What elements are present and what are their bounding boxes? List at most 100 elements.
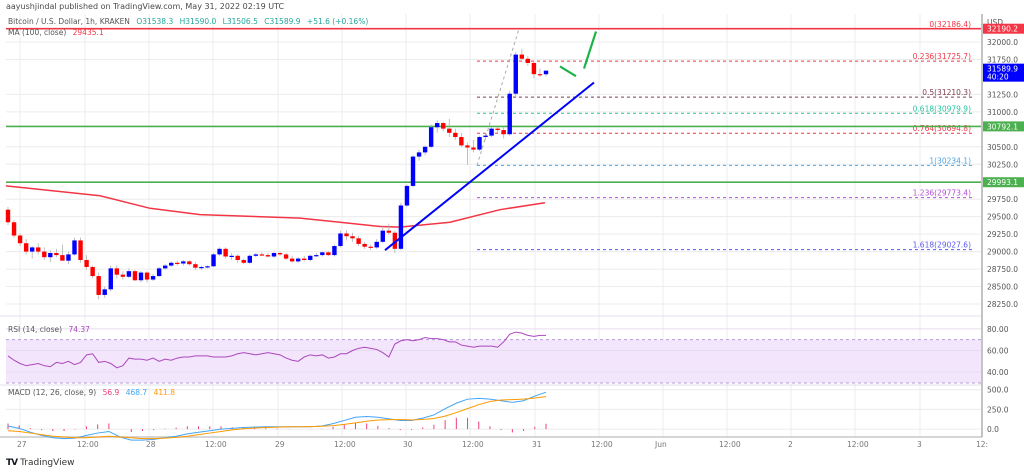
candle-bullish — [162, 265, 168, 269]
chart-canvas[interactable]: 0(32186.4) 0.236(31725.7) 0.5(31210.3) 0.61… — [0, 14, 1024, 454]
macd-signal-value: 411.8 — [153, 388, 176, 397]
candle-bullish — [229, 255, 234, 258]
macd-label: MACD (12, 26, close, 9) — [8, 388, 97, 397]
candle-bearish — [368, 246, 373, 248]
candle-bearish — [392, 232, 398, 249]
candle-bullish — [483, 135, 488, 138]
price-tick: 30250.0 — [987, 160, 1018, 169]
candle-bullish — [138, 272, 144, 281]
candle-bullish — [156, 268, 162, 277]
candle-bullish — [48, 253, 53, 258]
tradingview-footer[interactable]: TV TradingView — [6, 458, 75, 468]
candle-bearish — [465, 145, 470, 148]
symbol-title: Bitcoin / U.S. Dollar, 1h, KRAKEN — [8, 17, 130, 26]
candle-bullish — [434, 123, 440, 128]
candle-bullish — [404, 185, 410, 206]
candle-bearish — [525, 58, 531, 63]
candle-bullish — [314, 255, 319, 257]
projection-arrow[interactable] — [582, 31, 598, 69]
resistance-badge-text: 30792.1 — [987, 122, 1018, 131]
price-tick: 32000.0 — [987, 38, 1018, 47]
candle-bullish — [72, 240, 77, 255]
ma-label: MA (100, close) — [8, 28, 67, 37]
candle-bearish — [235, 255, 240, 260]
candle-bearish — [326, 252, 331, 256]
candle-bullish — [513, 54, 518, 94]
macd-signal-line — [7, 396, 547, 440]
time-tick: 30 — [403, 440, 413, 449]
legend-change: +51.6 (+0.16%) — [306, 17, 369, 26]
candle-bearish — [60, 255, 65, 261]
publisher-line: aayushjindal published on TradingView.co… — [6, 2, 285, 11]
time-tick: 12:00 — [847, 440, 869, 449]
price-tick: 31750.0 — [987, 55, 1018, 64]
candle-bullish — [126, 271, 132, 277]
support-badge-text: 29993.1 — [987, 178, 1018, 187]
candle-bullish — [374, 241, 379, 248]
fib-level-label: 0.236(31725.7) — [913, 52, 971, 61]
candle-bearish — [259, 254, 265, 256]
candle-bullish — [102, 289, 107, 295]
candle-bearish — [344, 233, 349, 237]
chart-frame[interactable]: 0(32186.4) 0.236(31725.7) 0.5(31210.3) 0.61… — [0, 14, 1024, 454]
candle-bearish — [96, 276, 101, 295]
resistance-badge — [983, 121, 1024, 132]
candle-bearish — [362, 243, 367, 247]
candle-bearish — [441, 123, 446, 129]
candle-bearish — [17, 235, 23, 244]
time-tick: 27 — [17, 440, 27, 449]
candle-bullish — [211, 254, 216, 267]
candle-bearish — [350, 236, 355, 239]
candle-bearish — [459, 137, 464, 146]
time-tick: 2 — [788, 440, 793, 449]
fib-level-label: 0.618(30979.9) — [913, 104, 971, 113]
candle-bullish — [543, 70, 549, 75]
macd-tick: 500.0 — [987, 386, 1009, 395]
legend-high: H31590.0 — [179, 17, 217, 26]
candle-bearish — [471, 147, 476, 150]
candle-bearish — [356, 238, 361, 244]
candle-bearish — [277, 253, 283, 255]
candle-bullish — [308, 255, 313, 260]
candle-bullish — [217, 248, 222, 255]
projection-arrow[interactable] — [559, 65, 577, 78]
price-tick: 28750.0 — [987, 265, 1018, 274]
ma-legend: MA (100, close) 29435.1 — [8, 28, 104, 37]
candle-bearish — [84, 259, 89, 267]
candle-bearish — [531, 62, 537, 75]
tradingview-logo-icon: TV — [6, 458, 18, 468]
candle-bearish — [193, 264, 198, 268]
candle-bearish — [302, 258, 307, 260]
candle-bullish — [150, 276, 156, 280]
candle-bearish — [241, 259, 246, 263]
candle-bullish — [29, 247, 35, 252]
time-tick: 31 — [532, 440, 542, 449]
time-tick: 12: — [976, 440, 988, 449]
candle-bearish — [495, 128, 500, 131]
fib-level-label: 0.764(30694.8) — [913, 124, 971, 133]
candle-bullish — [338, 233, 343, 247]
rsi-tick: 80.00 — [987, 325, 1009, 334]
price-axis-background — [982, 14, 1024, 454]
price-tick: 28250.0 — [987, 300, 1018, 309]
candle-bullish — [108, 268, 113, 290]
price-tick: 29250.0 — [987, 230, 1018, 239]
time-tick: 12:00 — [462, 440, 484, 449]
macd-hist-value: 56.9 — [102, 388, 120, 397]
fib-level-label: 0(32186.4) — [929, 20, 971, 29]
candle-bearish — [36, 247, 41, 252]
candle-bearish — [132, 271, 138, 281]
candle-bullish — [247, 255, 252, 263]
candle-bullish — [398, 205, 404, 249]
candle-bearish — [78, 240, 83, 260]
trendline[interactable] — [384, 81, 595, 251]
fib-level-label: 0.5(31210.3) — [922, 88, 971, 97]
price-tick: 31250.0 — [987, 90, 1018, 99]
candle-bearish — [187, 261, 192, 265]
candle-bullish — [332, 246, 337, 256]
candle-bullish — [199, 266, 204, 269]
candle-bullish — [416, 152, 422, 157]
time-tick: 12:00 — [719, 440, 741, 449]
candle-bullish — [253, 254, 259, 256]
fib-0-badge — [983, 23, 1024, 34]
